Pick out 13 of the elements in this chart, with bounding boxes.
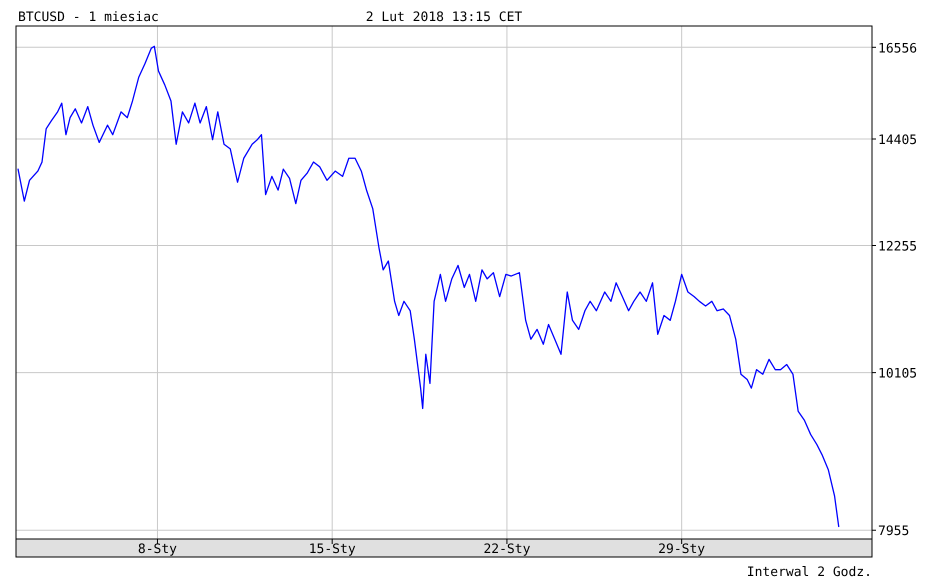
text: Interwal 2 Godz. [746,565,872,580]
x-tick-label: 15-Sty [308,542,356,557]
x-tick-label: 22-Sty [483,542,531,557]
chart-title: BTCUSD - 1 miesiac [18,10,159,25]
x-tick-label: 8-Sty [138,542,178,557]
y-tick-label: 7955 [878,524,910,540]
y-tick-label: 10105 [878,366,918,382]
y-tick-label: 12255 [878,240,918,255]
x-tick-label: 29-Sty [658,542,706,557]
line-series [17,46,840,528]
y-tick-label: 16556 [878,41,918,56]
y-tick-label: 14405 [878,133,918,148]
chart-subtitle: 2 Lut 2018 13:15 CET [366,10,522,25]
